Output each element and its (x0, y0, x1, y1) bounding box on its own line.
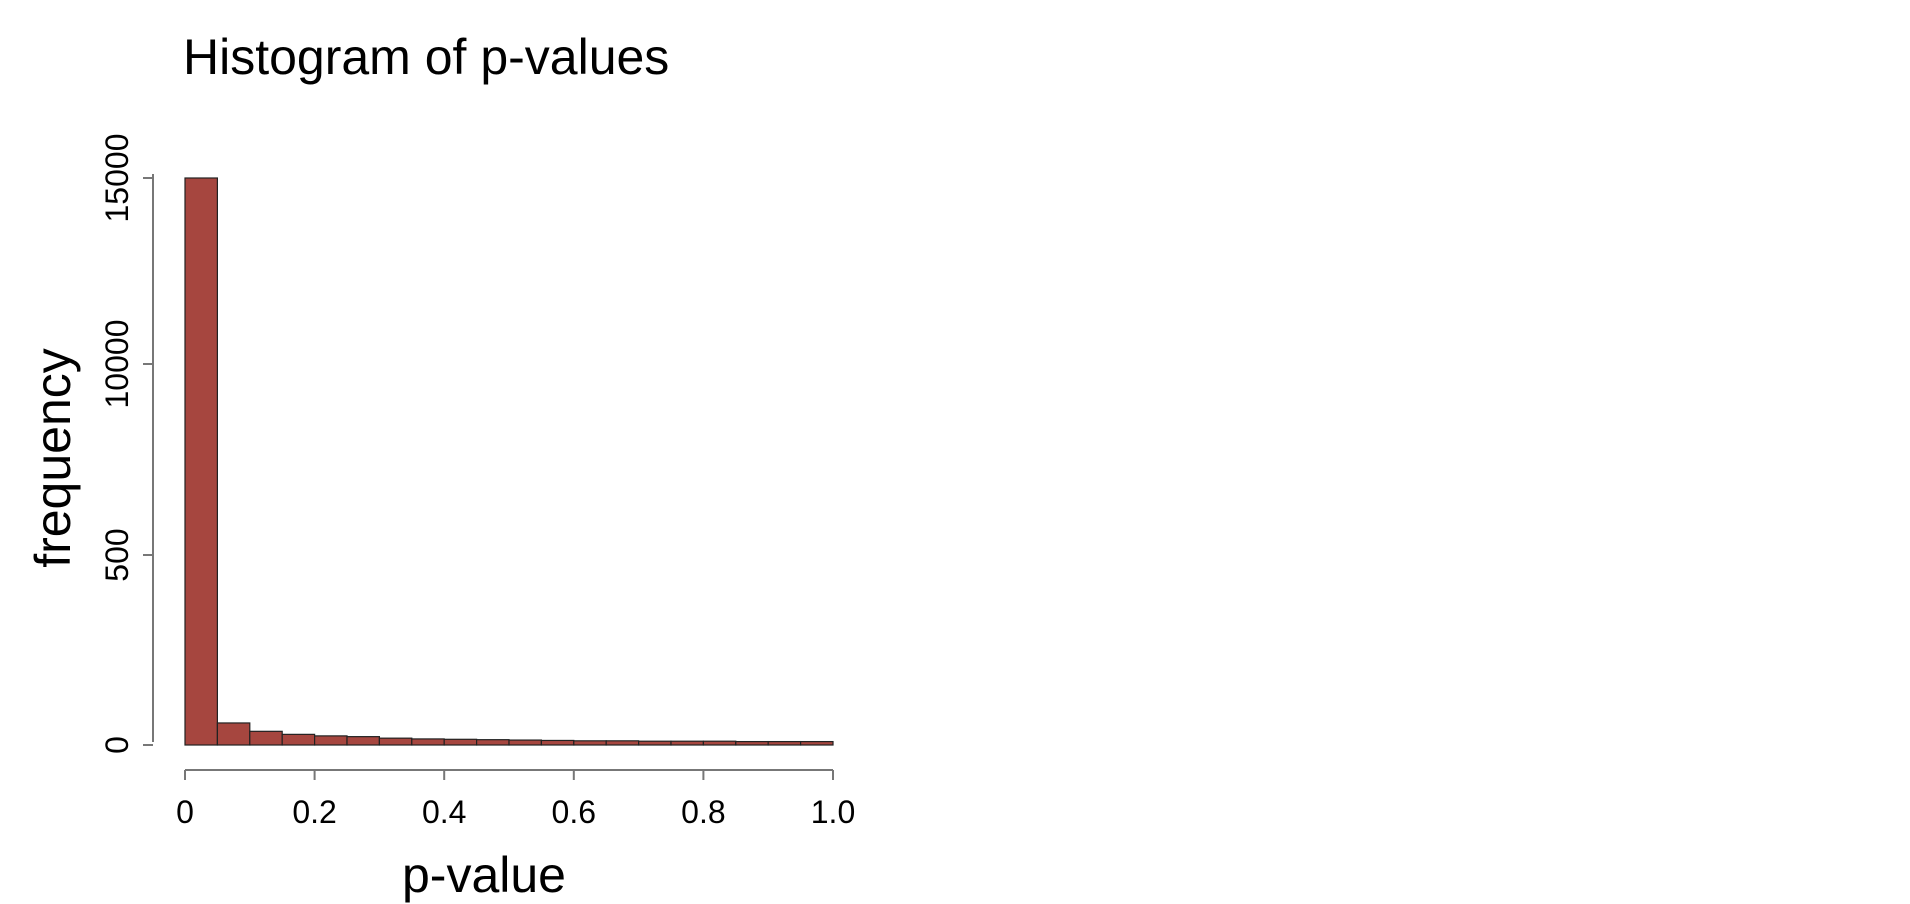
histogram-bar (573, 740, 607, 746)
x-tick-label: 0.4 (422, 794, 466, 830)
histogram-bar (314, 735, 348, 746)
chart-title: Histogram of p-values (183, 29, 669, 85)
x-tick-label: 0.8 (681, 794, 725, 830)
histogram-bar (637, 740, 672, 746)
histogram-bar (216, 722, 251, 746)
histogram-bar (540, 739, 575, 746)
histogram-bar (702, 740, 737, 746)
histogram-bar (378, 737, 413, 746)
histogram-bar (476, 739, 510, 746)
x-axis-label: p-value (402, 847, 566, 903)
histogram-bar (346, 736, 381, 746)
histogram-bar (670, 740, 705, 746)
x-tick-label: 0.6 (552, 794, 596, 830)
y-tick-label: 15000 (99, 134, 135, 223)
histogram-bar (799, 740, 834, 746)
histogram-bar (508, 739, 543, 746)
x-tick-label: 0.2 (292, 794, 336, 830)
histogram-bar (443, 738, 478, 746)
histogram-bar (767, 740, 802, 746)
histogram-bar (281, 733, 316, 746)
histogram-bar (249, 730, 283, 746)
histogram-bar (411, 738, 445, 746)
y-tick-label: 10000 (99, 320, 135, 409)
x-tick-label: 0 (176, 794, 194, 830)
x-tick-label: 1.0 (811, 794, 855, 830)
bars-group (184, 177, 834, 746)
y-axis: 0 500 10000 15000 (99, 134, 154, 754)
histogram-bar (605, 740, 640, 746)
histogram-bar (735, 740, 769, 746)
x-axis: 0 0.2 0.4 0.6 0.8 1.0 (176, 769, 855, 830)
y-axis-label: frequency (25, 348, 81, 568)
histogram-bar (184, 177, 219, 746)
y-tick-label: 500 (99, 528, 135, 581)
y-tick-label: 0 (99, 736, 135, 754)
